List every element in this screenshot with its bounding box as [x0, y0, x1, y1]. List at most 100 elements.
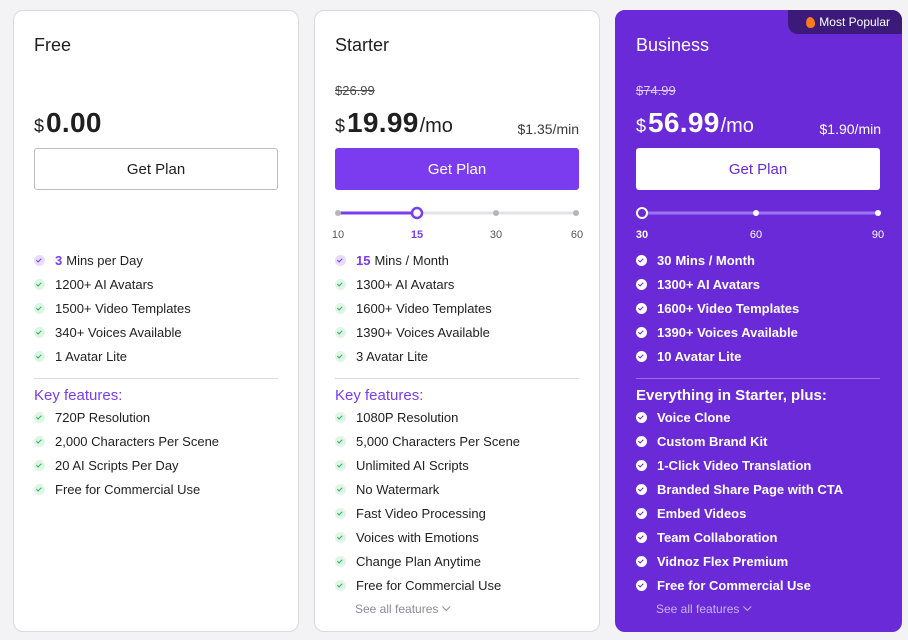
allowance-list: 30 Mins / Month 1300+ AI Avatars 1600+ V… — [636, 248, 799, 368]
list-item: 1600+ Video Templates — [335, 296, 492, 320]
slider-tick — [875, 210, 881, 216]
list-item: Free for Commercial Use — [636, 573, 843, 597]
old-price: $74.99 — [636, 83, 676, 98]
old-price: $26.99 — [335, 83, 375, 98]
list-item: 20 AI Scripts Per Day — [34, 453, 219, 477]
slider-track[interactable] — [636, 207, 881, 219]
key-features-title: Everything in Starter, plus: — [636, 387, 827, 404]
price: $ 56.99 /mo — [636, 107, 754, 138]
slider-tick-label[interactable]: 30 — [489, 229, 503, 241]
check-icon — [34, 350, 45, 362]
plan-name: Free — [34, 35, 72, 55]
check-icon — [34, 302, 45, 314]
chevron-down-icon — [442, 602, 451, 612]
get-plan-button[interactable]: Get Plan — [335, 148, 579, 190]
slider-tick — [335, 210, 341, 216]
slider-tick-label[interactable]: 60 — [570, 229, 584, 241]
usage-item: 15 Mins / Month — [335, 248, 492, 272]
check-icon — [636, 278, 647, 290]
check-icon — [34, 483, 45, 495]
check-icon — [636, 302, 647, 314]
features-list: Voice Clone Custom Brand Kit 1-Click Vid… — [636, 405, 843, 597]
check-icon — [636, 350, 647, 362]
features-list: 1080P Resolution 5,000 Characters Per Sc… — [335, 405, 520, 597]
check-icon — [636, 411, 647, 423]
check-icon — [34, 278, 45, 290]
slider-track[interactable] — [335, 206, 579, 220]
list-item: 1390+ Voices Available — [335, 320, 492, 344]
check-icon — [335, 278, 346, 290]
check-icon — [34, 459, 45, 471]
list-item: Change Plan Anytime — [335, 549, 520, 573]
check-icon — [335, 507, 346, 519]
list-item: 10 Avatar Lite — [636, 344, 799, 368]
plan-name: Business — [636, 35, 710, 55]
slider-tick-label[interactable]: 30 — [635, 229, 649, 241]
check-icon — [636, 531, 647, 543]
check-icon — [335, 579, 346, 591]
price: $ 0.00 — [34, 107, 102, 138]
check-icon — [335, 435, 346, 447]
slider-tick-label[interactable]: 90 — [871, 229, 885, 241]
slider-tick — [573, 210, 579, 216]
list-item: 5,000 Characters Per Scene — [335, 429, 520, 453]
allowance-list: 3 Mins per Day 1200+ AI Avatars 1500+ Vi… — [34, 248, 191, 368]
flame-icon — [805, 15, 817, 29]
plan-name: Starter — [335, 35, 390, 55]
check-icon — [636, 254, 647, 266]
list-item: Free for Commercial Use — [34, 477, 219, 501]
slider-tick-label[interactable]: 60 — [749, 229, 763, 241]
check-icon — [34, 411, 45, 423]
check-icon — [34, 435, 45, 447]
check-icon — [636, 579, 647, 591]
slider-tick-label[interactable]: 15 — [410, 229, 424, 241]
plan-card-starter: Starter $26.99 $ 19.99 /mo $1.35/min Get… — [314, 10, 600, 632]
list-item: 340+ Voices Available — [34, 320, 191, 344]
see-all-features-link[interactable]: See all features — [656, 602, 752, 616]
check-icon — [335, 483, 346, 495]
list-item: 1-Click Video Translation — [636, 453, 843, 477]
get-plan-button[interactable]: Get Plan — [34, 148, 278, 190]
list-item: Branded Share Page with CTA — [636, 477, 843, 501]
list-item: No Watermark — [335, 477, 520, 501]
most-popular-badge: Most Popular — [788, 10, 902, 34]
usage-item: 3 Mins per Day — [34, 248, 191, 272]
check-icon — [636, 507, 647, 519]
list-item: Embed Videos — [636, 501, 843, 525]
list-item: Custom Brand Kit — [636, 429, 843, 453]
check-icon — [335, 350, 346, 362]
get-plan-button[interactable]: Get Plan — [636, 148, 880, 190]
list-item: Team Collaboration — [636, 525, 843, 549]
check-icon — [335, 459, 346, 471]
plan-card-business: Most Popular Business $74.99 $ 56.99 /mo… — [615, 10, 902, 632]
key-features-title: Key features: — [34, 387, 123, 404]
check-icon — [335, 326, 346, 338]
plan-card-free: Free $ 0.00 Get Plan 3 Mins per Day 1200… — [13, 10, 299, 632]
check-icon — [636, 459, 647, 471]
list-item: 3 Avatar Lite — [335, 344, 492, 368]
list-item: Free for Commercial Use — [335, 573, 520, 597]
price-per-minute: $1.90/min — [819, 121, 881, 137]
check-icon — [335, 531, 346, 543]
slider-tick — [493, 210, 499, 216]
list-item: Fast Video Processing — [335, 501, 520, 525]
list-item: 720P Resolution — [34, 405, 219, 429]
check-icon — [636, 483, 647, 495]
list-item: 1080P Resolution — [335, 405, 520, 429]
divider — [34, 378, 278, 379]
features-list: 720P Resolution 2,000 Characters Per Sce… — [34, 405, 219, 501]
divider — [636, 378, 880, 379]
check-icon — [335, 254, 346, 266]
check-icon — [335, 302, 346, 314]
slider-tick-label[interactable]: 10 — [331, 229, 345, 241]
allowance-list: 15 Mins / Month 1300+ AI Avatars 1600+ V… — [335, 248, 492, 368]
see-all-features-link[interactable]: See all features — [355, 602, 451, 616]
list-item: 2,000 Characters Per Scene — [34, 429, 219, 453]
slider-handle — [410, 206, 424, 220]
list-item: Vidnoz Flex Premium — [636, 549, 843, 573]
minutes-slider[interactable]: 10 15 30 60 — [331, 206, 583, 247]
minutes-slider[interactable]: 30 60 90 — [635, 207, 884, 247]
check-icon — [335, 411, 346, 423]
usage-item: 30 Mins / Month — [636, 248, 799, 272]
divider — [335, 378, 579, 379]
